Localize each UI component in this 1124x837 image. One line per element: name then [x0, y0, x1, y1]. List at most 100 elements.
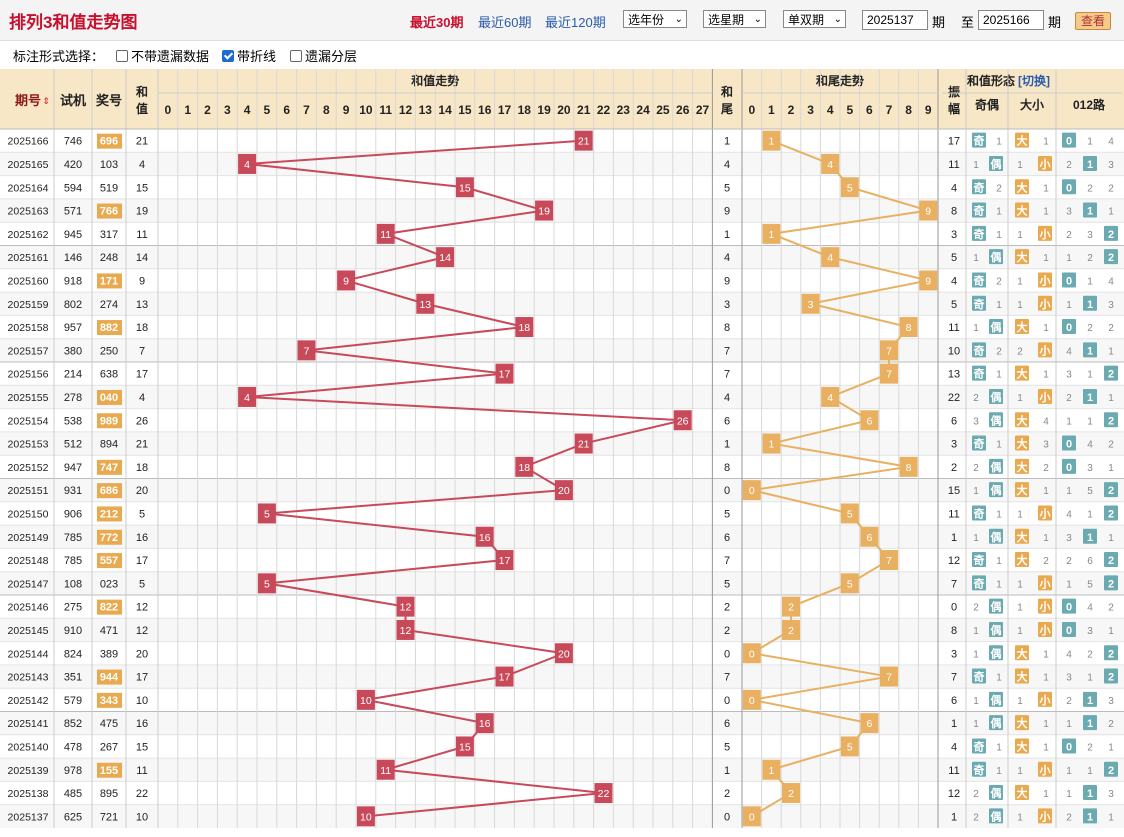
- sum-col-25: 25: [656, 103, 670, 117]
- even-badge-bg: [989, 482, 1003, 498]
- odd-miss: 1: [973, 486, 979, 497]
- sum-marker: 5: [264, 508, 270, 520]
- trial-cell: 351: [64, 672, 82, 684]
- prize-highlight: [97, 669, 122, 685]
- small-badge-bg: [1038, 691, 1052, 707]
- sum-cell: 26: [136, 415, 148, 427]
- tail-cell: 8: [724, 322, 730, 334]
- odd-miss: 2: [973, 393, 979, 404]
- odd-miss: 3: [973, 416, 979, 427]
- big-badge: 大: [1017, 437, 1028, 451]
- even-miss: 2: [996, 346, 1002, 357]
- small-miss: 3: [1043, 440, 1049, 451]
- row-bg: [0, 525, 1124, 549]
- tail-marker-bg: [860, 713, 879, 734]
- from-period-input[interactable]: 2025137: [862, 10, 928, 30]
- tail-cell: 0: [724, 485, 730, 497]
- small-badge-bg: [1038, 575, 1052, 591]
- header-tail-1: 和: [720, 84, 733, 99]
- amplitude-cell: 6: [951, 695, 957, 707]
- period-cell: 2025150: [8, 508, 49, 520]
- row-bg: [0, 664, 1124, 689]
- route-badge: 1: [1087, 695, 1093, 707]
- route-badge-bg: [1083, 528, 1097, 544]
- checkbox-checked-icon[interactable]: [222, 50, 234, 62]
- tail-col-3: 3: [807, 103, 814, 117]
- sum-cell: 17: [136, 555, 148, 567]
- tail-marker: 1: [768, 136, 774, 148]
- recent-120-link[interactable]: 最近120期: [545, 15, 606, 30]
- route-badge: 0: [1066, 741, 1072, 753]
- small-badge: 小: [1039, 506, 1051, 520]
- prize-cell: 557: [100, 555, 118, 567]
- prize-cell: 471: [100, 625, 118, 637]
- big-badge: 大: [1017, 553, 1028, 567]
- sum-marker: 21: [578, 136, 590, 148]
- route-miss: 2: [1087, 742, 1093, 753]
- prize-cell: 103: [100, 159, 118, 171]
- tail-marker: 1: [768, 439, 774, 451]
- to-period-input[interactable]: 2025166: [978, 10, 1044, 30]
- option-omission-layer[interactable]: 遗漏分层: [290, 46, 357, 65]
- year-select[interactable]: 选年份 ⌄: [623, 10, 687, 28]
- prize-cell: 989: [100, 415, 118, 427]
- trial-cell: 978: [64, 765, 82, 777]
- amplitude-cell: 3: [951, 439, 957, 451]
- sum-marker: 22: [598, 788, 610, 800]
- even-badge-bg: [989, 155, 1003, 171]
- tail-col-0: 0: [748, 103, 755, 117]
- prize-cell: 894: [100, 439, 118, 451]
- year-select-value: 选年份: [628, 13, 665, 27]
- route-badge-bg: [1062, 458, 1076, 474]
- small-badge: 小: [1039, 157, 1051, 171]
- amplitude-cell: 4: [951, 275, 957, 287]
- odd-badge: 奇: [974, 506, 985, 520]
- checkbox-icon[interactable]: [116, 50, 128, 62]
- prize-cell: 882: [100, 322, 118, 334]
- route-miss: 3: [1087, 230, 1093, 241]
- sum-marker: 17: [499, 555, 511, 567]
- route-badge: 0: [1066, 182, 1072, 194]
- sum-col-12: 12: [399, 103, 413, 117]
- route-miss: 2: [1087, 183, 1093, 194]
- from-period-unit: 期: [932, 15, 946, 30]
- big-badge-bg: [1015, 785, 1029, 801]
- recent-60-link[interactable]: 最近60期: [478, 15, 532, 30]
- route-miss: 1: [1066, 789, 1072, 800]
- even-miss: 1: [996, 370, 1002, 381]
- sum-marker-bg: [515, 317, 534, 338]
- tail-marker: 0: [749, 695, 755, 707]
- row-bg: [0, 431, 1124, 456]
- row-bg: [0, 245, 1124, 269]
- route-miss: 3: [1087, 463, 1093, 474]
- prize-cell: 772: [100, 532, 118, 544]
- prize-cell: 696: [100, 136, 118, 148]
- even-badge: 偶: [991, 716, 1002, 730]
- parity-select[interactable]: 单双期 ⌄: [783, 10, 846, 28]
- checkbox-icon[interactable]: [290, 50, 302, 62]
- tail-cell: 1: [724, 136, 730, 148]
- sum-col-22: 22: [597, 103, 611, 117]
- sum-cell: 16: [136, 532, 148, 544]
- sum-col-10: 10: [359, 103, 373, 117]
- route-miss: 4: [1066, 346, 1072, 357]
- weekday-select[interactable]: 选星期 ⌄: [703, 10, 766, 28]
- option-no-omission[interactable]: 不带遗漏数据: [116, 46, 209, 65]
- amplitude-cell: 6: [951, 415, 957, 427]
- route-badge: 0: [1066, 275, 1072, 287]
- option-polyline[interactable]: 带折线: [222, 46, 276, 65]
- route-miss: 2: [1066, 393, 1072, 404]
- trial-cell: 947: [64, 462, 82, 474]
- sum-col-18: 18: [518, 103, 532, 117]
- route-miss: 2: [1066, 696, 1072, 707]
- query-button[interactable]: 查看: [1075, 12, 1111, 30]
- tail-cell: 8: [724, 462, 730, 474]
- prize-highlight: [97, 599, 122, 615]
- tail-marker: 5: [847, 578, 853, 590]
- recent-30-link[interactable]: 最近30期: [410, 15, 464, 30]
- big-miss: 1: [1017, 509, 1023, 520]
- odd-badge-bg: [972, 668, 986, 684]
- trial-cell: 478: [64, 741, 82, 753]
- tail-marker: 4: [827, 159, 833, 171]
- big-badge: 大: [1017, 530, 1028, 544]
